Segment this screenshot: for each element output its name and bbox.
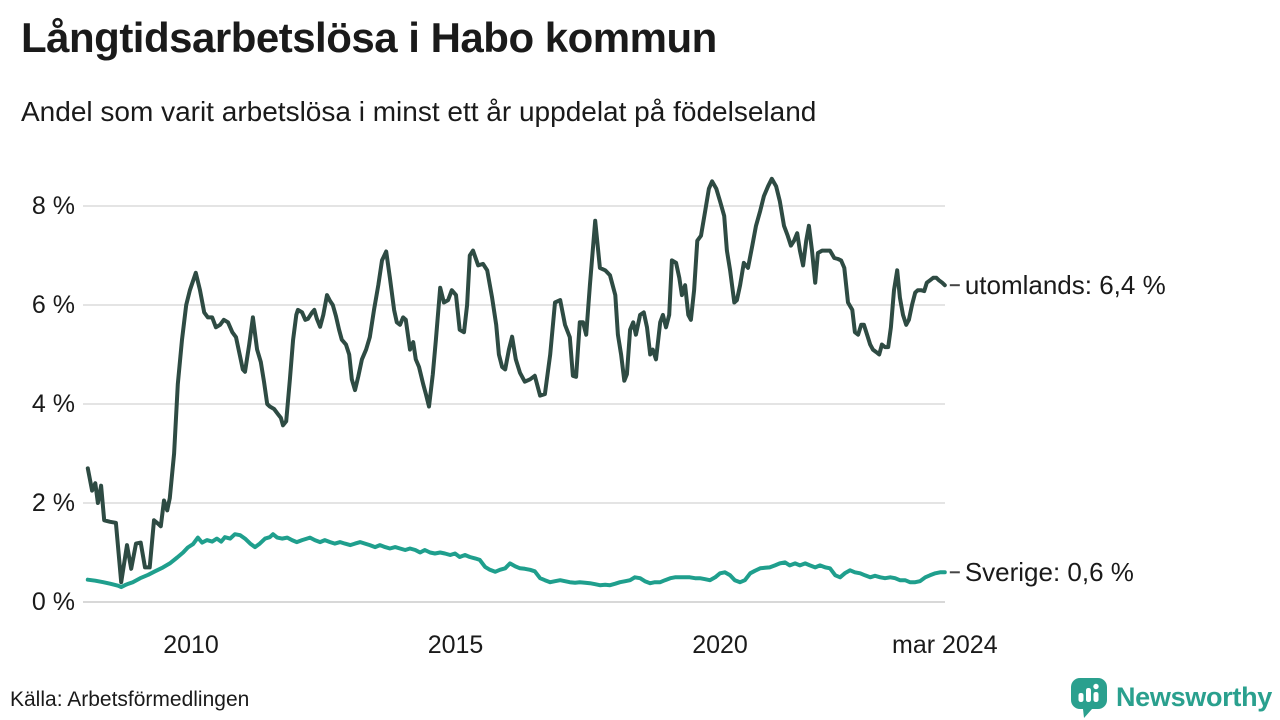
chart-subtitle: Andel som varit arbetslösa i minst ett å… xyxy=(21,96,817,127)
series-line-sverige xyxy=(85,532,947,590)
y-tick-label-2pct: 2 % xyxy=(31,489,75,517)
y-tick-label-6pct: 6 % xyxy=(31,291,75,319)
x-tick-label-2015: 2015 xyxy=(427,631,484,659)
source-note: Källa: Arbetsförmedlingen xyxy=(10,688,250,711)
series-line-utomlands xyxy=(85,176,947,585)
bar-chart-pin-icon xyxy=(1070,678,1107,718)
y-tick-label-4pct: 4 % xyxy=(31,390,75,418)
page-title: Långtidsarbetslösa i Habo kommun xyxy=(21,14,717,61)
x-tick-label-mar-2024: mar 2024 xyxy=(892,631,998,659)
y-tick-label-0pct: 0 % xyxy=(31,588,75,616)
line-end-label-utomlands: utomlands: 6,4 % xyxy=(964,270,1166,301)
y-tick-label-8pct: 8 % xyxy=(31,192,75,220)
line-end-label-sverige: Sverige: 0,6 % xyxy=(964,557,1134,588)
x-tick-label-2010: 2010 xyxy=(163,631,219,659)
brand-name: Newsworthy xyxy=(1115,682,1272,712)
brand-logo: Newsworthy xyxy=(1069,676,1272,719)
x-tick-label-2020: 2020 xyxy=(692,631,748,659)
